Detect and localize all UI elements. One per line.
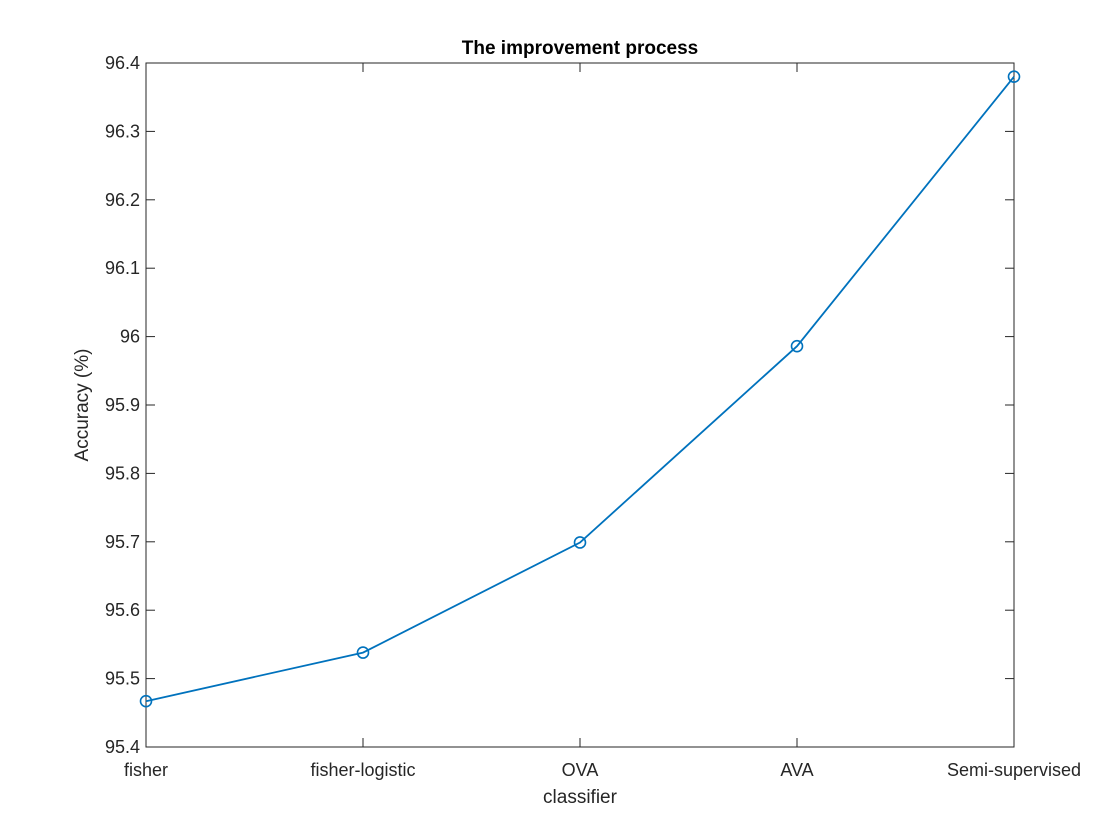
series-line bbox=[145, 76, 1015, 703]
y-tick-label: 96.2 bbox=[105, 190, 140, 210]
y-tick-label: 96.1 bbox=[105, 258, 140, 278]
y-axis-label: Accuracy (%) bbox=[72, 349, 93, 462]
y-tick-label: 96.3 bbox=[105, 121, 140, 141]
y-tick-label: 96.4 bbox=[105, 53, 140, 73]
x-tick-label: fisher bbox=[124, 760, 168, 780]
y-tick-label: 95.9 bbox=[105, 395, 140, 415]
y-tick-label: 95.7 bbox=[105, 532, 140, 552]
x-axis: fisher fisher-logistic OVA AVA Semi-supervis… bbox=[124, 63, 1081, 780]
y-tick-label: 96 bbox=[120, 327, 140, 347]
y-tick-label: 95.4 bbox=[105, 737, 140, 757]
y-tick-label: 95.6 bbox=[105, 600, 140, 620]
data-point-marker bbox=[356, 646, 370, 659]
series-group bbox=[139, 70, 1021, 708]
data-point-marker bbox=[573, 536, 587, 549]
x-tick-label: fisher-logistic bbox=[310, 760, 415, 780]
data-point-marker bbox=[139, 694, 153, 708]
chart-title: The improvement process bbox=[462, 38, 699, 59]
x-axis-label: classifier bbox=[543, 787, 618, 808]
data-point-marker bbox=[1007, 70, 1021, 83]
y-tick-label: 95.5 bbox=[105, 669, 140, 689]
data-point-marker bbox=[790, 339, 804, 353]
x-tick-label: OVA bbox=[562, 760, 599, 780]
y-axis: 95.4 95.5 95.6 95.7 95.8 95.9 96 96.1 96.2 96.3 96… bbox=[105, 53, 1014, 757]
y-tick-label: 95.8 bbox=[105, 463, 140, 483]
x-tick-label: Semi-supervised bbox=[947, 760, 1081, 780]
plot-area bbox=[145, 62, 1015, 748]
x-tick-label: AVA bbox=[780, 760, 813, 780]
